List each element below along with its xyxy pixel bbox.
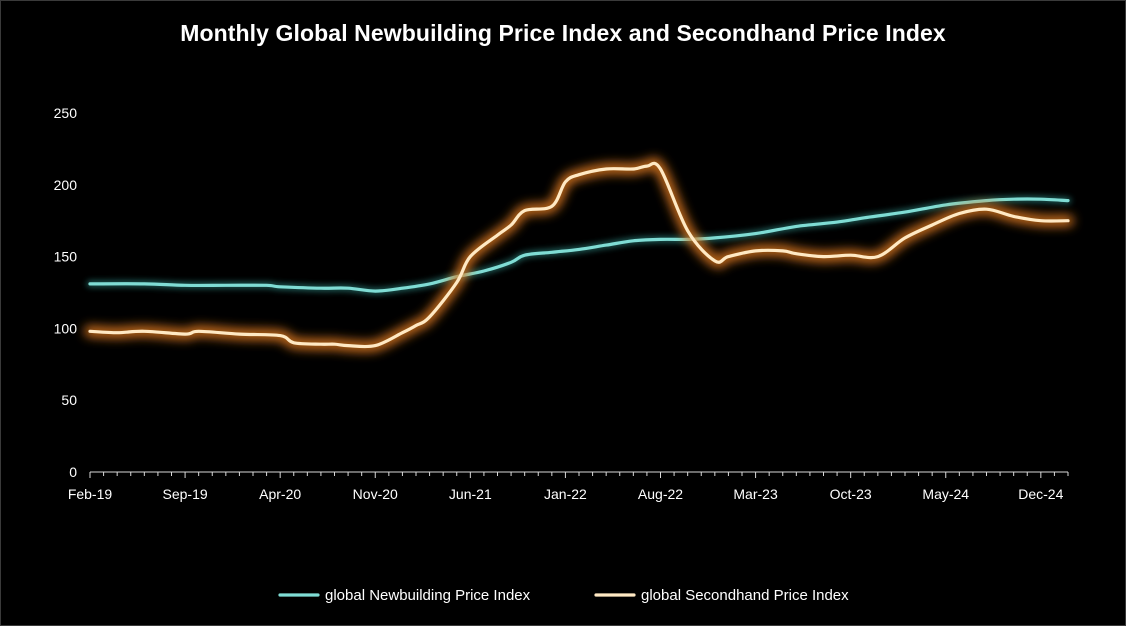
chart-title: Monthly Global Newbuilding Price Index a… — [180, 20, 946, 46]
x-tick-label: Jan-22 — [544, 486, 587, 502]
series-glow-global-newbuilding-price-index — [86, 195, 1072, 295]
series-line-global-secondhand-price-index — [88, 161, 1070, 349]
axes: 0 50 100 150 200 250 Feb-19 Sep-19 Apr-20 Nov-20 J… — [54, 105, 1069, 502]
y-tick-label: 50 — [61, 392, 77, 408]
y-tick-label: 150 — [54, 249, 78, 265]
y-tick-label: 0 — [69, 464, 77, 480]
x-tick-label: Nov-20 — [353, 486, 398, 502]
series-layer — [84, 157, 1074, 353]
x-tick-label: Mar-23 — [733, 486, 778, 502]
x-tick-label: Sep-19 — [163, 486, 208, 502]
x-tick-label: Oct-23 — [830, 486, 872, 502]
x-tick-label: Jun-21 — [449, 486, 492, 502]
legend-label: global Secondhand Price Index — [641, 587, 849, 604]
y-tick-label: 200 — [54, 177, 78, 193]
y-tick-label: 250 — [54, 105, 78, 121]
series-glow-global-secondhand-price-index — [84, 157, 1074, 353]
x-tick-label: Dec-24 — [1018, 486, 1063, 502]
legend-label: global Newbuilding Price Index — [325, 587, 531, 604]
legend: global Newbuilding Price Index global Sec… — [278, 587, 849, 604]
x-tick-label: Aug-22 — [638, 486, 683, 502]
series-line-global-newbuilding-price-index — [88, 197, 1070, 293]
x-tick-label: Feb-19 — [68, 486, 113, 502]
x-tick-label: Apr-20 — [259, 486, 301, 502]
x-tick-label: May-24 — [922, 486, 969, 502]
y-tick-label: 100 — [54, 320, 78, 336]
